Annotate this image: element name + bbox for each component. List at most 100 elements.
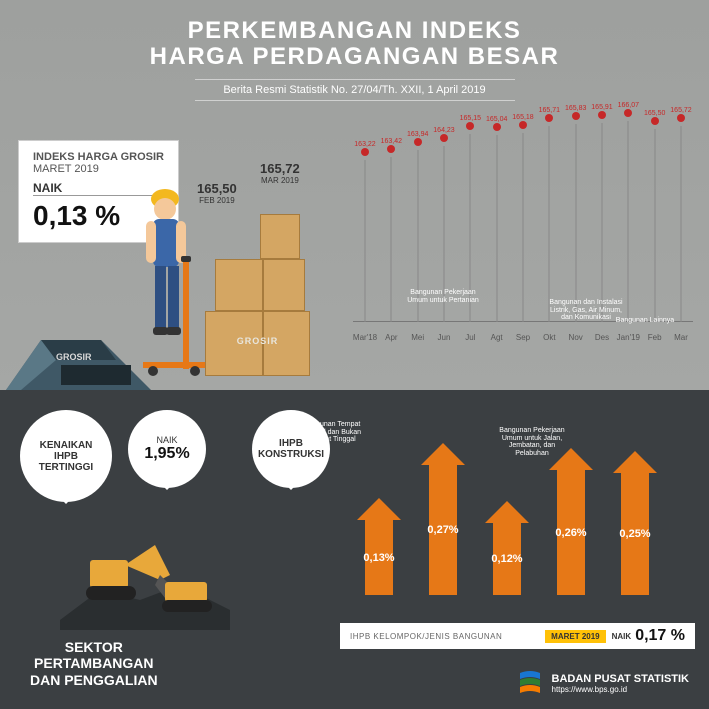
- timeline-value: 165,50: [644, 110, 665, 117]
- timeline-dot: [598, 111, 606, 119]
- arrow-head-icon: [421, 443, 465, 465]
- timeline-stem: [654, 129, 655, 322]
- timeline-stem: [602, 123, 603, 322]
- timeline-dot: [493, 123, 501, 131]
- bubble-kenaikan: KENAIKAN IHPB TERTINGGI: [20, 410, 112, 502]
- timeline-stem: [681, 126, 682, 322]
- construction-arrows: 0,13%Bangunan Tempat Tinggal dan Bukan T…: [340, 398, 695, 633]
- timeline-dot: [624, 109, 632, 117]
- arrow-value: 0,13%: [363, 552, 394, 564]
- timeline-month: Jul: [465, 333, 475, 342]
- arrow-body: 0,27%: [429, 465, 457, 595]
- footer: BADAN PUSAT STATISTIK https://www.bps.go…: [516, 669, 690, 697]
- construction-arrow: 0,13%Bangunan Tempat Tinggal dan Bukan T…: [354, 498, 404, 595]
- title-line2: HARGA PERDAGANGAN BESAR: [0, 44, 709, 70]
- svg-text:GROSIR: GROSIR: [56, 352, 92, 362]
- timeline-dot: [545, 114, 553, 122]
- upper-section: PERKEMBANGAN INDEKS HARGA PERDAGANGAN BE…: [0, 0, 709, 390]
- timeline-value: 165,15: [460, 115, 481, 122]
- stat-month: MARET 2019: [33, 163, 164, 175]
- timeline-dot: [440, 134, 448, 142]
- footer-url: https://www.bps.go.id: [552, 685, 690, 694]
- timeline-dot: [651, 117, 659, 125]
- arrow-value: 0,26%: [555, 527, 586, 539]
- timeline-stem: [365, 160, 366, 322]
- bubble-naik-pct: NAIK 1,95%: [128, 410, 206, 488]
- timeline-stem: [391, 157, 392, 322]
- arrow-label: Bangunan Tempat Tinggal dan Bukan Tempat…: [293, 421, 371, 444]
- arrow-head-icon: [613, 451, 657, 473]
- lower-section: KENAIKAN IHPB TERTINGGI NAIK 1,95% IHPB …: [0, 390, 709, 709]
- timeline-month: Feb: [648, 333, 662, 342]
- timeline-month: Mei: [411, 333, 424, 342]
- summary-bar: IHPB KELOMPOK/JENIS BANGUNAN MARET 2019 …: [340, 623, 695, 649]
- arrow-body: 0,25%: [621, 473, 649, 595]
- timeline-dot: [519, 121, 527, 129]
- timeline-dot: [677, 114, 685, 122]
- construction-arrow: 0,26%Bangunan dan Instalasi Listrik, Gas…: [546, 448, 596, 595]
- arrow-label: Bangunan Lainnya: [606, 317, 684, 325]
- summary-label: IHPB KELOMPOK/JENIS BANGUNAN: [350, 632, 545, 641]
- timeline-month: Okt: [543, 333, 555, 342]
- subtitle: Berita Resmi Statistik No. 27/04/Th. XXI…: [195, 79, 515, 101]
- footer-org: BADAN PUSAT STATISTIK: [552, 673, 690, 685]
- timeline-month: Jun: [438, 333, 451, 342]
- timeline-dot: [414, 138, 422, 146]
- arrow-body: 0,12%: [493, 523, 521, 595]
- arrow-value: 0,27%: [427, 524, 458, 536]
- summary-month: MARET 2019: [545, 630, 605, 643]
- timeline-value: 163,94: [407, 131, 428, 138]
- summary-direction: NAIK: [612, 632, 632, 641]
- timeline-value: 166,07: [618, 102, 639, 109]
- title-line1: PERKEMBANGAN INDEKS: [0, 18, 709, 44]
- summary-pct: 0,17 %: [635, 627, 685, 645]
- construction-arrow: 0,27%Bangunan Pekerjaan Umum untuk Perta…: [418, 443, 468, 595]
- box-grosir-label: GROSIR: [237, 336, 279, 346]
- timeline-month: Nov: [569, 333, 583, 342]
- timeline-stem: [523, 133, 524, 322]
- main-title: PERKEMBANGAN INDEKS HARGA PERDAGANGAN BE…: [0, 0, 709, 71]
- arrow-value: 0,12%: [491, 553, 522, 565]
- timeline-value: 165,72: [670, 107, 691, 114]
- mar-value: 165,72 MAR 2019: [260, 161, 300, 185]
- timeline-value: 165,83: [565, 105, 586, 112]
- arrow-value: 0,25%: [619, 528, 650, 540]
- grosir-building-icon: GROSIR: [6, 310, 151, 390]
- timeline-dot: [361, 148, 369, 156]
- timeline-value: 163,42: [381, 138, 402, 145]
- timeline-dot: [572, 112, 580, 120]
- arrow-head-icon: [549, 448, 593, 470]
- stat-label: INDEKS HARGA GROSIR: [33, 151, 164, 163]
- timeline-month: Mar'18: [353, 333, 377, 342]
- arrow-body: 0,26%: [557, 470, 585, 595]
- arrow-head-icon: [357, 498, 401, 520]
- timeline-value: 165,04: [486, 116, 507, 123]
- timeline-stem: [575, 124, 576, 322]
- timeline-month: Agt: [491, 333, 503, 342]
- cardboard-boxes: GROSIR 165,50 FEB 2019 165,72 MAR 2019: [205, 201, 310, 376]
- timeline-value: 163,22: [354, 141, 375, 148]
- timeline-month: Des: [595, 333, 609, 342]
- timeline-month: Apr: [385, 333, 397, 342]
- timeline-value: 165,71: [539, 107, 560, 114]
- sector-label: SEKTOR PERTAMBANGAN DAN PENGGALIAN: [30, 639, 158, 689]
- feb-value: 165,50 FEB 2019: [197, 181, 237, 205]
- timeline-dot: [466, 122, 474, 130]
- timeline-stem: [496, 135, 497, 322]
- worker-icon: [135, 181, 210, 376]
- timeline-value: 165,18: [512, 114, 533, 121]
- timeline-dot: [387, 145, 395, 153]
- construction-arrow: 0,25%Bangunan Lainnya: [610, 451, 660, 595]
- construction-arrow: 0,12%Bangunan Pekerjaan Umum untuk Jalan…: [482, 501, 532, 595]
- timeline-stem: [628, 121, 629, 322]
- excavator-icon: [60, 520, 230, 630]
- timeline-month: Sep: [516, 333, 530, 342]
- timeline-month: Mar: [674, 333, 688, 342]
- timeline-stem: [549, 126, 550, 322]
- timeline-value: 165,91: [591, 104, 612, 111]
- timeline-value: 164,23: [433, 127, 454, 134]
- arrow-body: 0,13%: [365, 520, 393, 595]
- arrow-label: Bangunan Pekerjaan Umum untuk Pertanian: [404, 289, 482, 304]
- timeline-month: Jan'19: [617, 333, 640, 342]
- bps-logo-icon: [516, 669, 544, 697]
